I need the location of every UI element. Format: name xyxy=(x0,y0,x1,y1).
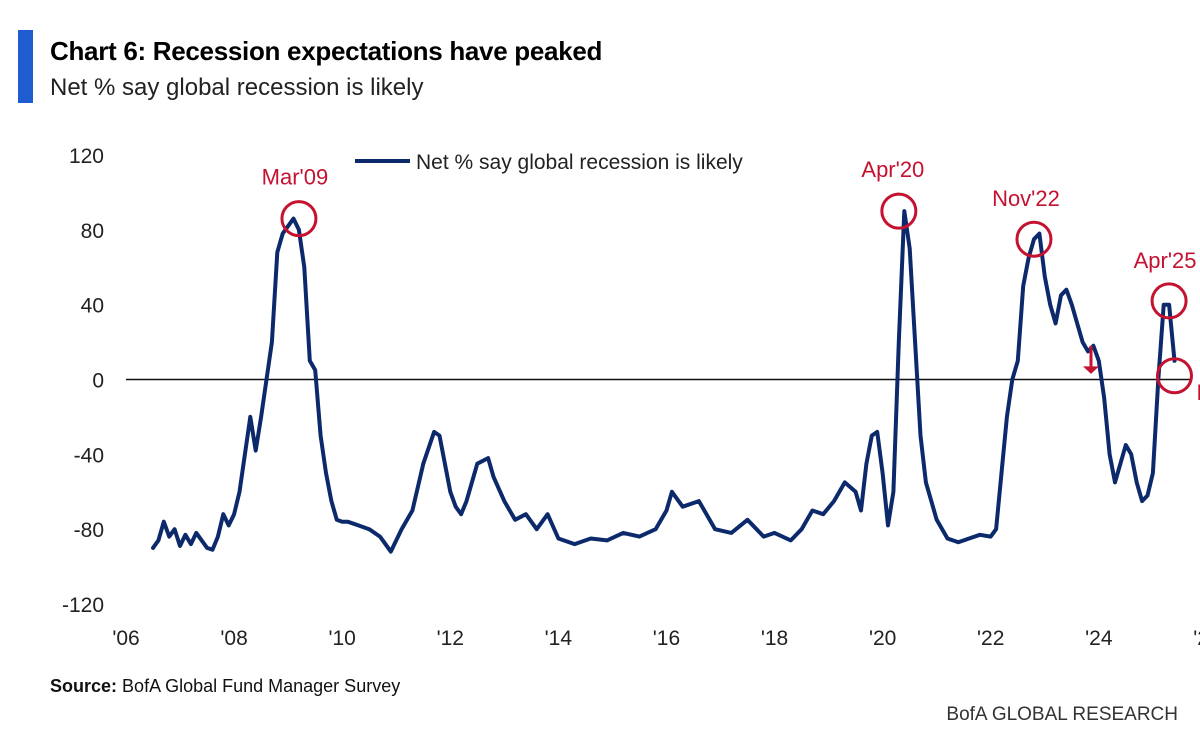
x-tick-label: '18 xyxy=(761,627,788,650)
accent-bar xyxy=(18,30,33,103)
x-tick-label: '12 xyxy=(437,627,464,650)
annotation-label: Mar'09 xyxy=(262,165,329,190)
y-tick-label: -40 xyxy=(74,444,104,467)
chart-title: Chart 6: Recession expectations have pea… xyxy=(50,36,603,66)
y-tick-label: 80 xyxy=(81,220,104,243)
annotation-label: May'25 xyxy=(1196,380,1200,405)
x-tick-label: '14 xyxy=(545,627,573,650)
annotation-circle xyxy=(280,200,318,238)
x-tick-label: '24 xyxy=(1085,627,1113,650)
y-tick-label: 0 xyxy=(92,370,104,393)
y-tick-label: 120 xyxy=(69,145,104,168)
y-tick-label: 40 xyxy=(81,295,104,318)
x-tick-label: '26 xyxy=(1193,627,1200,650)
legend-label: Net % say global recession is likely xyxy=(416,151,743,174)
annotation-label: Apr'25 xyxy=(1134,248,1197,273)
down-arrow-head xyxy=(1083,366,1099,374)
annotation-circle xyxy=(1150,282,1188,320)
y-tick-label: -120 xyxy=(62,594,104,617)
x-tick-label: '20 xyxy=(869,627,896,650)
annotation-circle xyxy=(880,192,918,230)
source-label: Source: xyxy=(50,676,118,696)
y-tick-label: -80 xyxy=(74,519,104,542)
source-text: BofA Global Fund Manager Survey xyxy=(122,676,401,696)
x-tick-label: '10 xyxy=(328,627,355,650)
source-note: Source: BofA Global Fund Manager Survey xyxy=(50,676,400,697)
x-tick-label: '22 xyxy=(977,627,1004,650)
series-line xyxy=(151,209,1177,554)
annotation-circle xyxy=(1155,357,1193,395)
annotation-circle xyxy=(1015,220,1053,258)
x-tick-label: '16 xyxy=(653,627,680,650)
brand-logo-text: BofA GLOBAL RESEARCH xyxy=(946,704,1178,725)
x-tick-label: '06 xyxy=(112,627,139,650)
annotation-label: Apr'20 xyxy=(861,157,924,182)
chart-subtitle: Net % say global recession is likely xyxy=(50,74,424,101)
annotation-label: Nov'22 xyxy=(992,186,1060,211)
x-tick-label: '08 xyxy=(220,627,247,650)
